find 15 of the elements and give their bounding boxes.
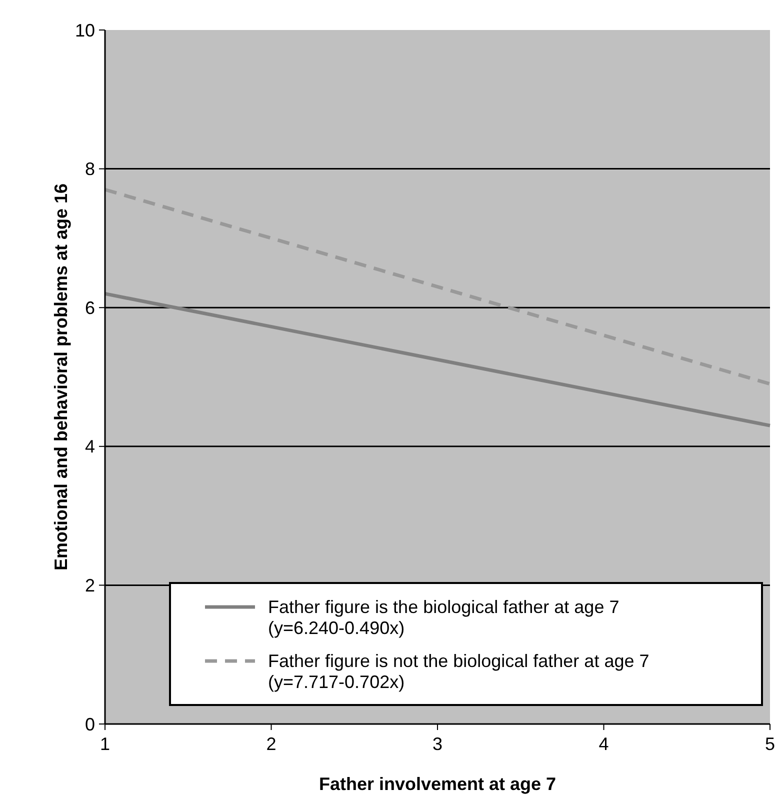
y-tick-label: 0 bbox=[84, 714, 95, 734]
x-tick-label: 5 bbox=[764, 734, 776, 754]
x-tick-label: 2 bbox=[266, 734, 276, 754]
x-axis-title: Father involvement at age 7 bbox=[318, 774, 556, 794]
y-tick-label: 6 bbox=[84, 298, 95, 318]
y-tick-label: 4 bbox=[84, 436, 95, 457]
y-tick-label: 8 bbox=[84, 159, 95, 180]
legend-label: Father figure is not the biological father at age 7 (y=7.717-0.702x) bbox=[268, 651, 650, 692]
legend-label: Father figure is the biological father at age 7 (y=6.240-0.490x) bbox=[268, 597, 620, 638]
y-axis-title: Emotional and behavioral problems at age 16 bbox=[51, 183, 71, 571]
x-tick-label: 4 bbox=[598, 734, 609, 754]
y-tick-label: 2 bbox=[84, 576, 95, 596]
x-tick-label: 1 bbox=[100, 734, 110, 754]
x-tick-label: 3 bbox=[432, 734, 443, 754]
y-tick-label: 10 bbox=[74, 20, 95, 40]
